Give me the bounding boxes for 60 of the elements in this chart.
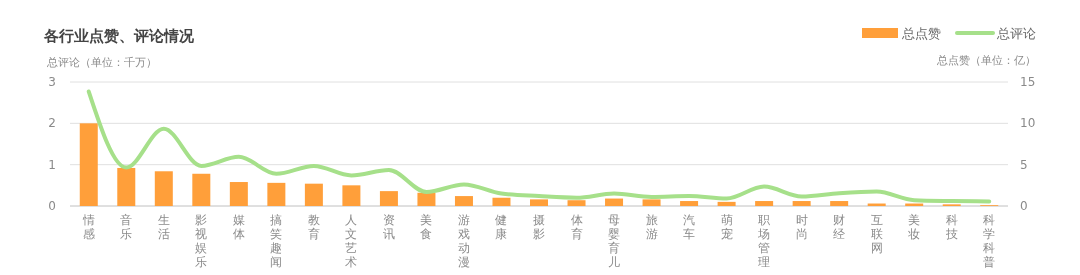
x-tick-label: 科学科普 [983, 213, 996, 269]
bar [642, 199, 661, 206]
x-tick-label: 体育 [570, 213, 583, 241]
x-tick-label: 资讯 [382, 213, 395, 241]
y2-tick-label: 5 [1020, 157, 1028, 172]
bar [567, 200, 586, 206]
bar [830, 201, 849, 206]
x-tick-label: 汽车 [683, 213, 696, 241]
x-tick-label: 母婴育儿 [608, 213, 621, 269]
bar [605, 198, 624, 206]
x-tick-label: 游戏动漫 [457, 213, 470, 269]
x-tick-label: 职场管理 [757, 213, 771, 269]
x-tick-label: 摄影 [533, 213, 545, 241]
x-tick-label: 媒体 [232, 213, 245, 241]
y-axis-title: 总评论（单位：千万） [46, 56, 157, 69]
y2-tick-label: 10 [1020, 116, 1036, 131]
bar [79, 123, 98, 206]
x-tick-label: 科技 [944, 213, 958, 241]
x-tick-label: 教育 [307, 213, 320, 241]
x-tick-label: 音乐 [120, 213, 133, 241]
x-tick-label: 情感 [81, 213, 95, 241]
bar [117, 167, 136, 206]
bar [154, 171, 173, 206]
bar [267, 182, 286, 206]
x-tick-label: 萌宠 [720, 213, 733, 241]
bar [192, 173, 211, 206]
y2-axis-title: 总点赞（单位：亿） [936, 54, 1036, 67]
legend-label: 总点赞 [901, 26, 941, 41]
x-tick-label: 财经 [833, 213, 846, 241]
line-series [86, 89, 992, 204]
bar [304, 183, 323, 206]
bar [417, 192, 436, 206]
bar [717, 201, 736, 206]
bar [755, 201, 774, 206]
y-tick-label: 2 [48, 116, 56, 131]
chart-title: 各行业点赞、评论情况 [43, 27, 195, 45]
bar [342, 185, 361, 206]
x-tick-label: 美食 [420, 213, 433, 241]
bar [492, 197, 511, 206]
y-tick-label: 3 [48, 75, 56, 89]
x-tick-label: 时尚 [795, 213, 808, 241]
x-tick-label: 人文艺术 [345, 213, 358, 269]
bar [792, 201, 811, 206]
y2-tick-label: 0 [1020, 199, 1028, 213]
y-tick-label: 0 [48, 199, 56, 213]
bar [680, 201, 699, 206]
x-tick-label: 互联网 [870, 213, 883, 255]
bar [454, 196, 473, 206]
x-tick-label: 搞笑趣闻 [270, 213, 283, 269]
bar [530, 199, 548, 206]
bar [379, 191, 398, 206]
bar [229, 182, 248, 206]
y2-tick-label: 15 [1020, 75, 1036, 89]
x-tick-label: 旅游 [645, 213, 658, 241]
x-tick-label: 影视娱乐 [195, 213, 208, 269]
legend-label: 总评论 [996, 26, 1036, 41]
x-tick-label: 美妆 [908, 213, 921, 241]
x-tick-label: 生活 [157, 213, 170, 241]
x-tick-label: 健康 [495, 213, 508, 241]
y-tick-label: 1 [48, 157, 56, 172]
